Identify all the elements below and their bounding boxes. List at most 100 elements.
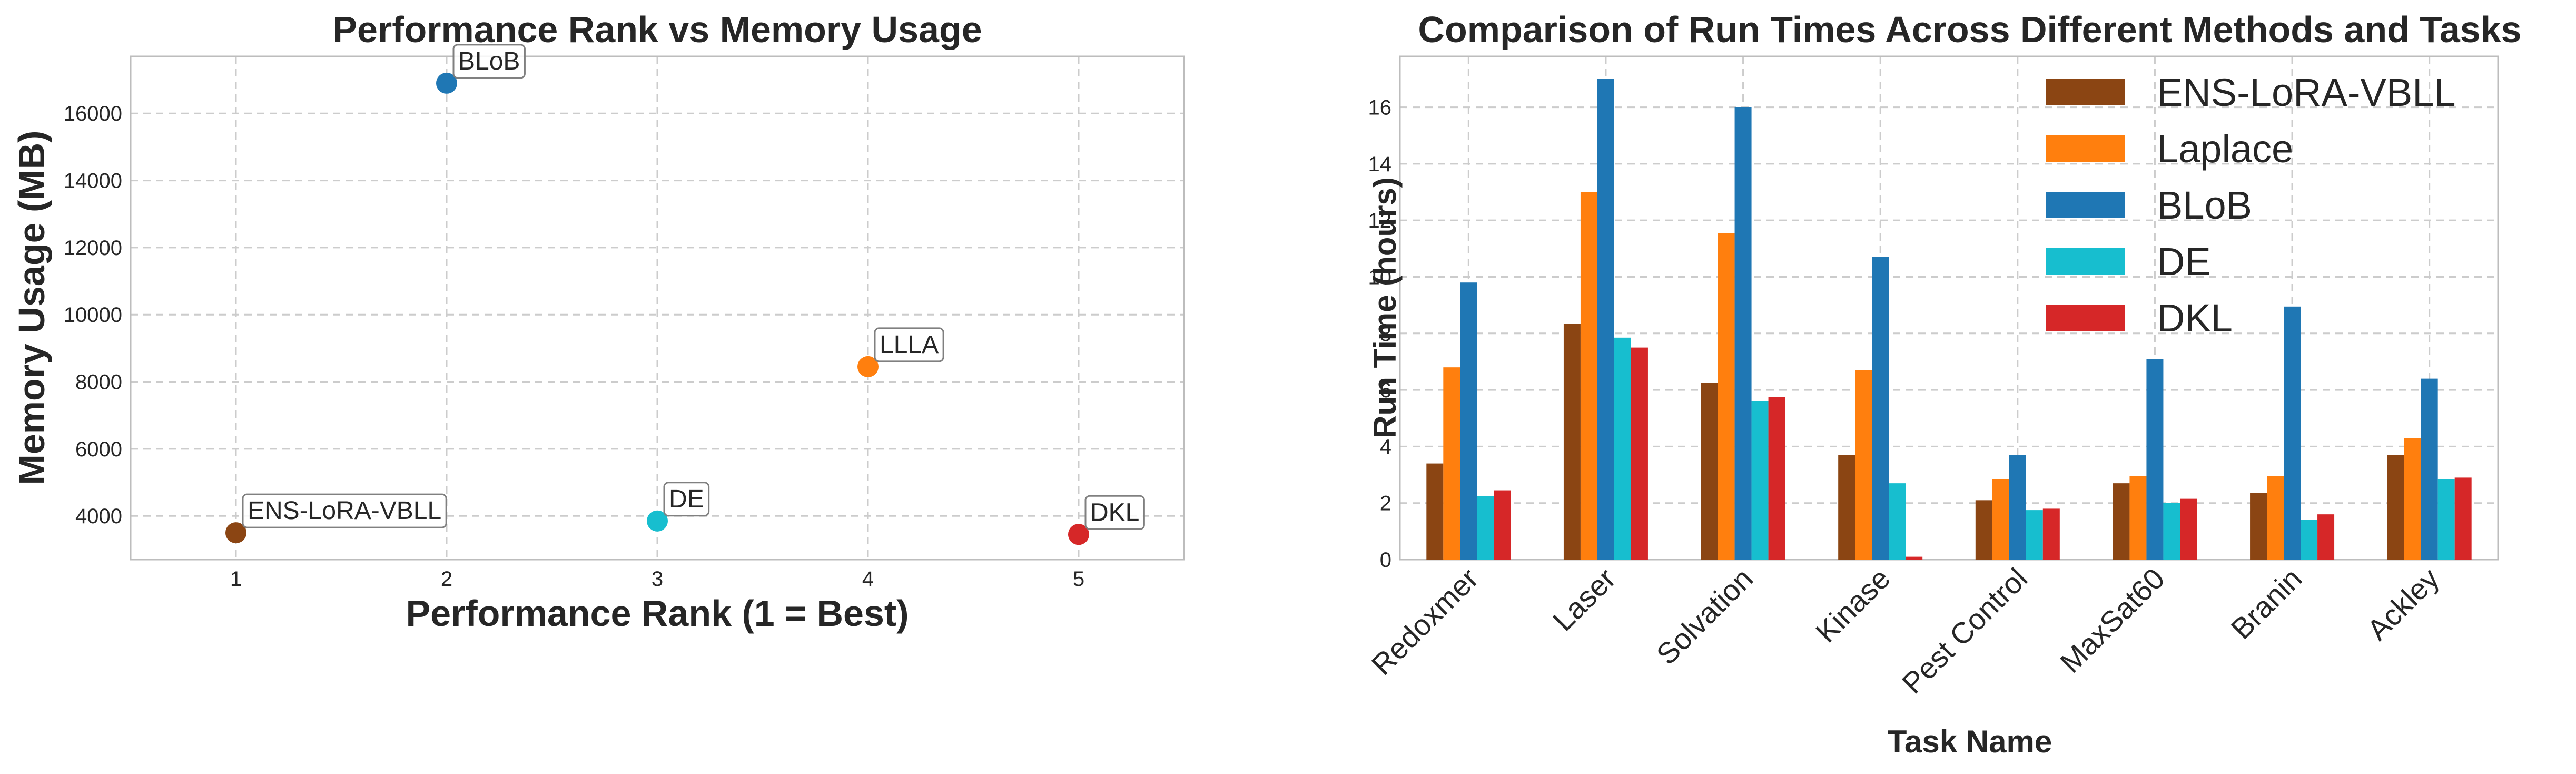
bar-y-tick-label: 6	[1380, 379, 1391, 402]
bar	[1701, 383, 1718, 560]
bar-y-tick-label: 14	[1368, 153, 1392, 176]
scatter-points: ENS-LoRA-VBLL BLoB DE LLLA DKL	[225, 44, 1145, 545]
bar	[2454, 477, 2472, 560]
bar-frame	[1399, 55, 2499, 561]
bar	[1580, 192, 1597, 560]
scatter-y-tick-label: 4000	[75, 505, 122, 528]
bar	[2129, 476, 2147, 560]
scatter-ticks: 1 2 3 4 5 4000 6000 8000 10000 12000 14000 16000	[64, 102, 1084, 591]
scatter-x-tick-label: 3	[652, 567, 663, 591]
scatter-point-label: BLoB	[458, 47, 520, 75]
scatter-gridlines	[131, 56, 1184, 560]
scatter-point-label: LLLA	[880, 331, 939, 359]
bar-legend: ENS-LoRA-VBLL Laplace BLoB DE DKL	[2046, 71, 2456, 340]
scatter-point-label-box	[1084, 495, 1145, 530]
bar	[2113, 483, 2130, 560]
legend-swatch	[2046, 248, 2125, 275]
scatter-point	[1068, 524, 1089, 545]
scatter-point-label: ENS-LoRA-VBLL	[248, 497, 441, 525]
legend-label: DE	[2157, 240, 2211, 283]
scatter-point-label-box	[874, 327, 944, 362]
scatter-y-axis-label: Memory Usage (MB)	[11, 131, 52, 485]
bar	[1751, 401, 1769, 560]
bar	[1768, 397, 1785, 560]
scatter-point-label-box	[242, 493, 447, 528]
legend-label: DKL	[2157, 296, 2233, 340]
bar	[1855, 370, 1872, 560]
legend-label: ENS-LoRA-VBLL	[2157, 71, 2456, 114]
bar	[1426, 463, 1444, 560]
bar	[1477, 496, 1494, 560]
scatter-point-label: DKL	[1090, 498, 1139, 526]
bar	[2009, 455, 2026, 560]
bar	[2250, 493, 2267, 560]
bar-x-axis-label: Task Name	[1888, 724, 2052, 759]
legend-swatch	[2046, 192, 2125, 218]
scatter-frame	[130, 55, 1185, 561]
bar	[1975, 500, 1992, 560]
scatter-point-label-box	[663, 482, 710, 517]
bar	[1614, 337, 1631, 560]
scatter-y-tick-label: 6000	[75, 438, 122, 461]
scatter-y-tick-label: 8000	[75, 371, 122, 394]
bar	[2026, 510, 2043, 560]
bar	[2180, 498, 2197, 560]
bar	[2042, 508, 2060, 560]
scatter-y-tick-label: 10000	[64, 303, 122, 327]
bar	[1443, 367, 1460, 560]
bar	[2437, 479, 2455, 560]
bar	[1872, 257, 1889, 560]
legend-label: BLoB	[2157, 183, 2252, 227]
legend-swatch	[2046, 305, 2125, 331]
bar-title: Comparison of Run Times Across Different…	[1418, 9, 2521, 50]
bar	[1718, 233, 1735, 560]
bar	[1992, 479, 2009, 560]
scatter-point	[647, 510, 668, 532]
bar	[2317, 514, 2335, 560]
bar-y-tick-label: 12	[1368, 209, 1392, 232]
scatter-y-tick-label: 14000	[64, 170, 122, 193]
bar	[1494, 490, 1511, 560]
bar	[1460, 282, 1477, 560]
scatter-x-tick-label: 2	[441, 567, 452, 591]
scatter-point-label: DE	[669, 485, 704, 513]
scatter-chart: 1 2 3 4 5 4000 6000 8000 10000 12000 14000 16000 EN…	[11, 9, 1185, 634]
scatter-title: Performance Rank vs Memory Usage	[332, 9, 982, 50]
bar	[2301, 520, 2318, 560]
scatter-x-axis-label: Performance Rank (1 = Best)	[406, 593, 909, 634]
bar	[2284, 306, 2301, 560]
bar	[2146, 359, 2164, 560]
scatter-x-tick-label: 5	[1073, 567, 1084, 591]
bar-y-tick-label: 2	[1380, 492, 1391, 515]
bar-y-tick-label: 0	[1380, 548, 1391, 572]
scatter-y-tick-label: 12000	[64, 237, 122, 260]
bar	[1838, 455, 1855, 560]
bar	[1563, 324, 1581, 560]
bar-series-bars	[1426, 79, 2472, 560]
scatter-y-tick-label: 16000	[64, 102, 122, 125]
bar-y-tick-label: 8	[1380, 322, 1391, 346]
scatter-point	[857, 356, 879, 377]
bar	[1889, 483, 1906, 560]
legend-label: Laplace	[2157, 127, 2293, 171]
bar	[1597, 79, 1614, 560]
bar	[2387, 455, 2404, 560]
legend-swatch	[2046, 79, 2125, 105]
bar	[1631, 347, 1648, 560]
bar-y-axis-label: Run Time (hours)	[1367, 177, 1403, 438]
scatter-point	[436, 72, 457, 94]
legend-swatch	[2046, 135, 2125, 162]
scatter-point-label-box	[452, 44, 526, 79]
scatter-plot-area	[131, 56, 1184, 560]
scatter-point	[225, 522, 246, 544]
bar	[2267, 476, 2284, 560]
scatter-x-tick-label: 1	[230, 567, 242, 591]
bar	[1734, 107, 1752, 560]
bar	[2404, 438, 2421, 560]
scatter-x-tick-label: 4	[862, 567, 874, 591]
bar-y-tick-label: 4	[1380, 435, 1391, 458]
bar	[2163, 503, 2180, 560]
bar	[1906, 556, 1923, 560]
